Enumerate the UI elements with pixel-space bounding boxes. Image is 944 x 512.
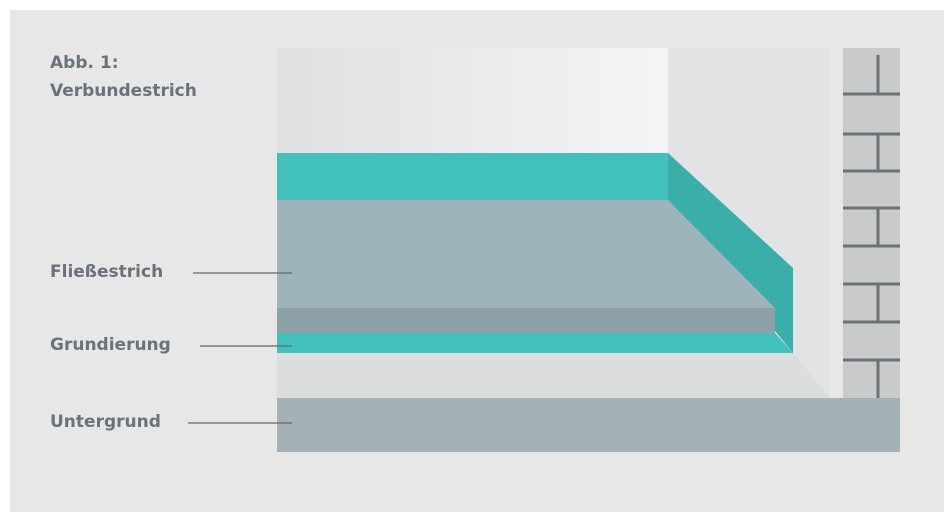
title-line: Verbundestrich <box>50 81 197 101</box>
primer-layer <box>277 333 793 353</box>
label: Grundierung <box>50 335 171 355</box>
label: Fließestrich <box>50 262 163 282</box>
back-wall <box>277 48 668 153</box>
substrate <box>277 398 900 452</box>
label: Untergrund <box>50 412 161 432</box>
floor-edge <box>277 353 830 398</box>
floor-side <box>793 353 830 398</box>
screed-top <box>277 153 668 200</box>
brick-wall <box>843 48 900 398</box>
title-line: Abb. 1: <box>50 53 119 73</box>
screed-bottom <box>277 308 775 333</box>
screed-layer <box>277 200 775 308</box>
